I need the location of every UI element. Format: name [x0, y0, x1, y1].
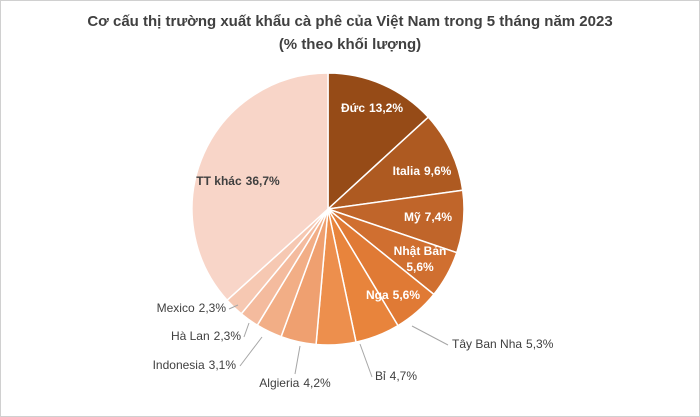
data-label: Nga 5,6%	[366, 288, 420, 302]
label-category: TT khác	[196, 174, 242, 188]
chart-subtitle: (% theo khối lượng)	[279, 36, 421, 53]
data-label: Tây Ban Nha 5,3%	[452, 337, 554, 351]
data-label: Algieria 4,2%	[259, 376, 331, 390]
data-label: Mexico 2,3%	[157, 301, 227, 315]
label-category: Nhật Bản	[394, 244, 447, 258]
data-label: Nhật Bản 5,6%	[394, 244, 447, 274]
label-category: Đức	[341, 101, 365, 115]
pie-slice	[327, 72, 430, 211]
data-label: Mỹ 7,4%	[404, 210, 452, 224]
label-value: 3,1%	[209, 358, 237, 372]
leader-line	[359, 343, 373, 378]
data-label: Hà Lan 2,3%	[171, 329, 241, 343]
label-value: 7,4%	[425, 210, 453, 224]
chart-title: Cơ cấu thị trường xuất khẩu cà phê của V…	[87, 13, 612, 30]
data-label: Italia 9,6%	[393, 164, 452, 178]
label-value: 36,7%	[246, 174, 280, 188]
label-value: 5,6%	[393, 288, 421, 302]
label-category: Mexico	[157, 301, 195, 315]
label-category: Indonesia	[153, 358, 205, 372]
label-value: 2,3%	[199, 301, 227, 315]
label-category: Bỉ	[375, 369, 386, 383]
pie-slice	[325, 116, 464, 211]
leader-line	[228, 304, 239, 310]
label-value: 5,3%	[526, 337, 554, 351]
label-value: 9,6%	[424, 164, 452, 178]
label-value: 5,6%	[406, 260, 434, 274]
data-label: Đức 13,2%	[341, 101, 403, 115]
data-label: Indonesia 3,1%	[153, 358, 237, 372]
pie-slice	[191, 72, 329, 302]
label-category: Hà Lan	[171, 329, 210, 343]
leader-line	[239, 336, 263, 367]
label-category: Mỹ	[404, 210, 421, 224]
label-value: 13,2%	[369, 101, 403, 115]
label-value: 4,7%	[390, 369, 418, 383]
leader-line	[411, 325, 449, 346]
label-category: Algieria	[259, 376, 299, 390]
label-category: Nga	[366, 288, 389, 302]
label-value: 4,2%	[303, 376, 331, 390]
leader-line	[294, 345, 301, 375]
label-value: 2,3%	[214, 329, 242, 343]
label-category: Italia	[393, 164, 421, 178]
data-label: TT khác 36,7%	[196, 174, 280, 188]
label-category: Tây Ban Nha	[452, 337, 522, 351]
data-label: Bỉ 4,7%	[375, 369, 417, 383]
leader-line	[243, 322, 250, 338]
